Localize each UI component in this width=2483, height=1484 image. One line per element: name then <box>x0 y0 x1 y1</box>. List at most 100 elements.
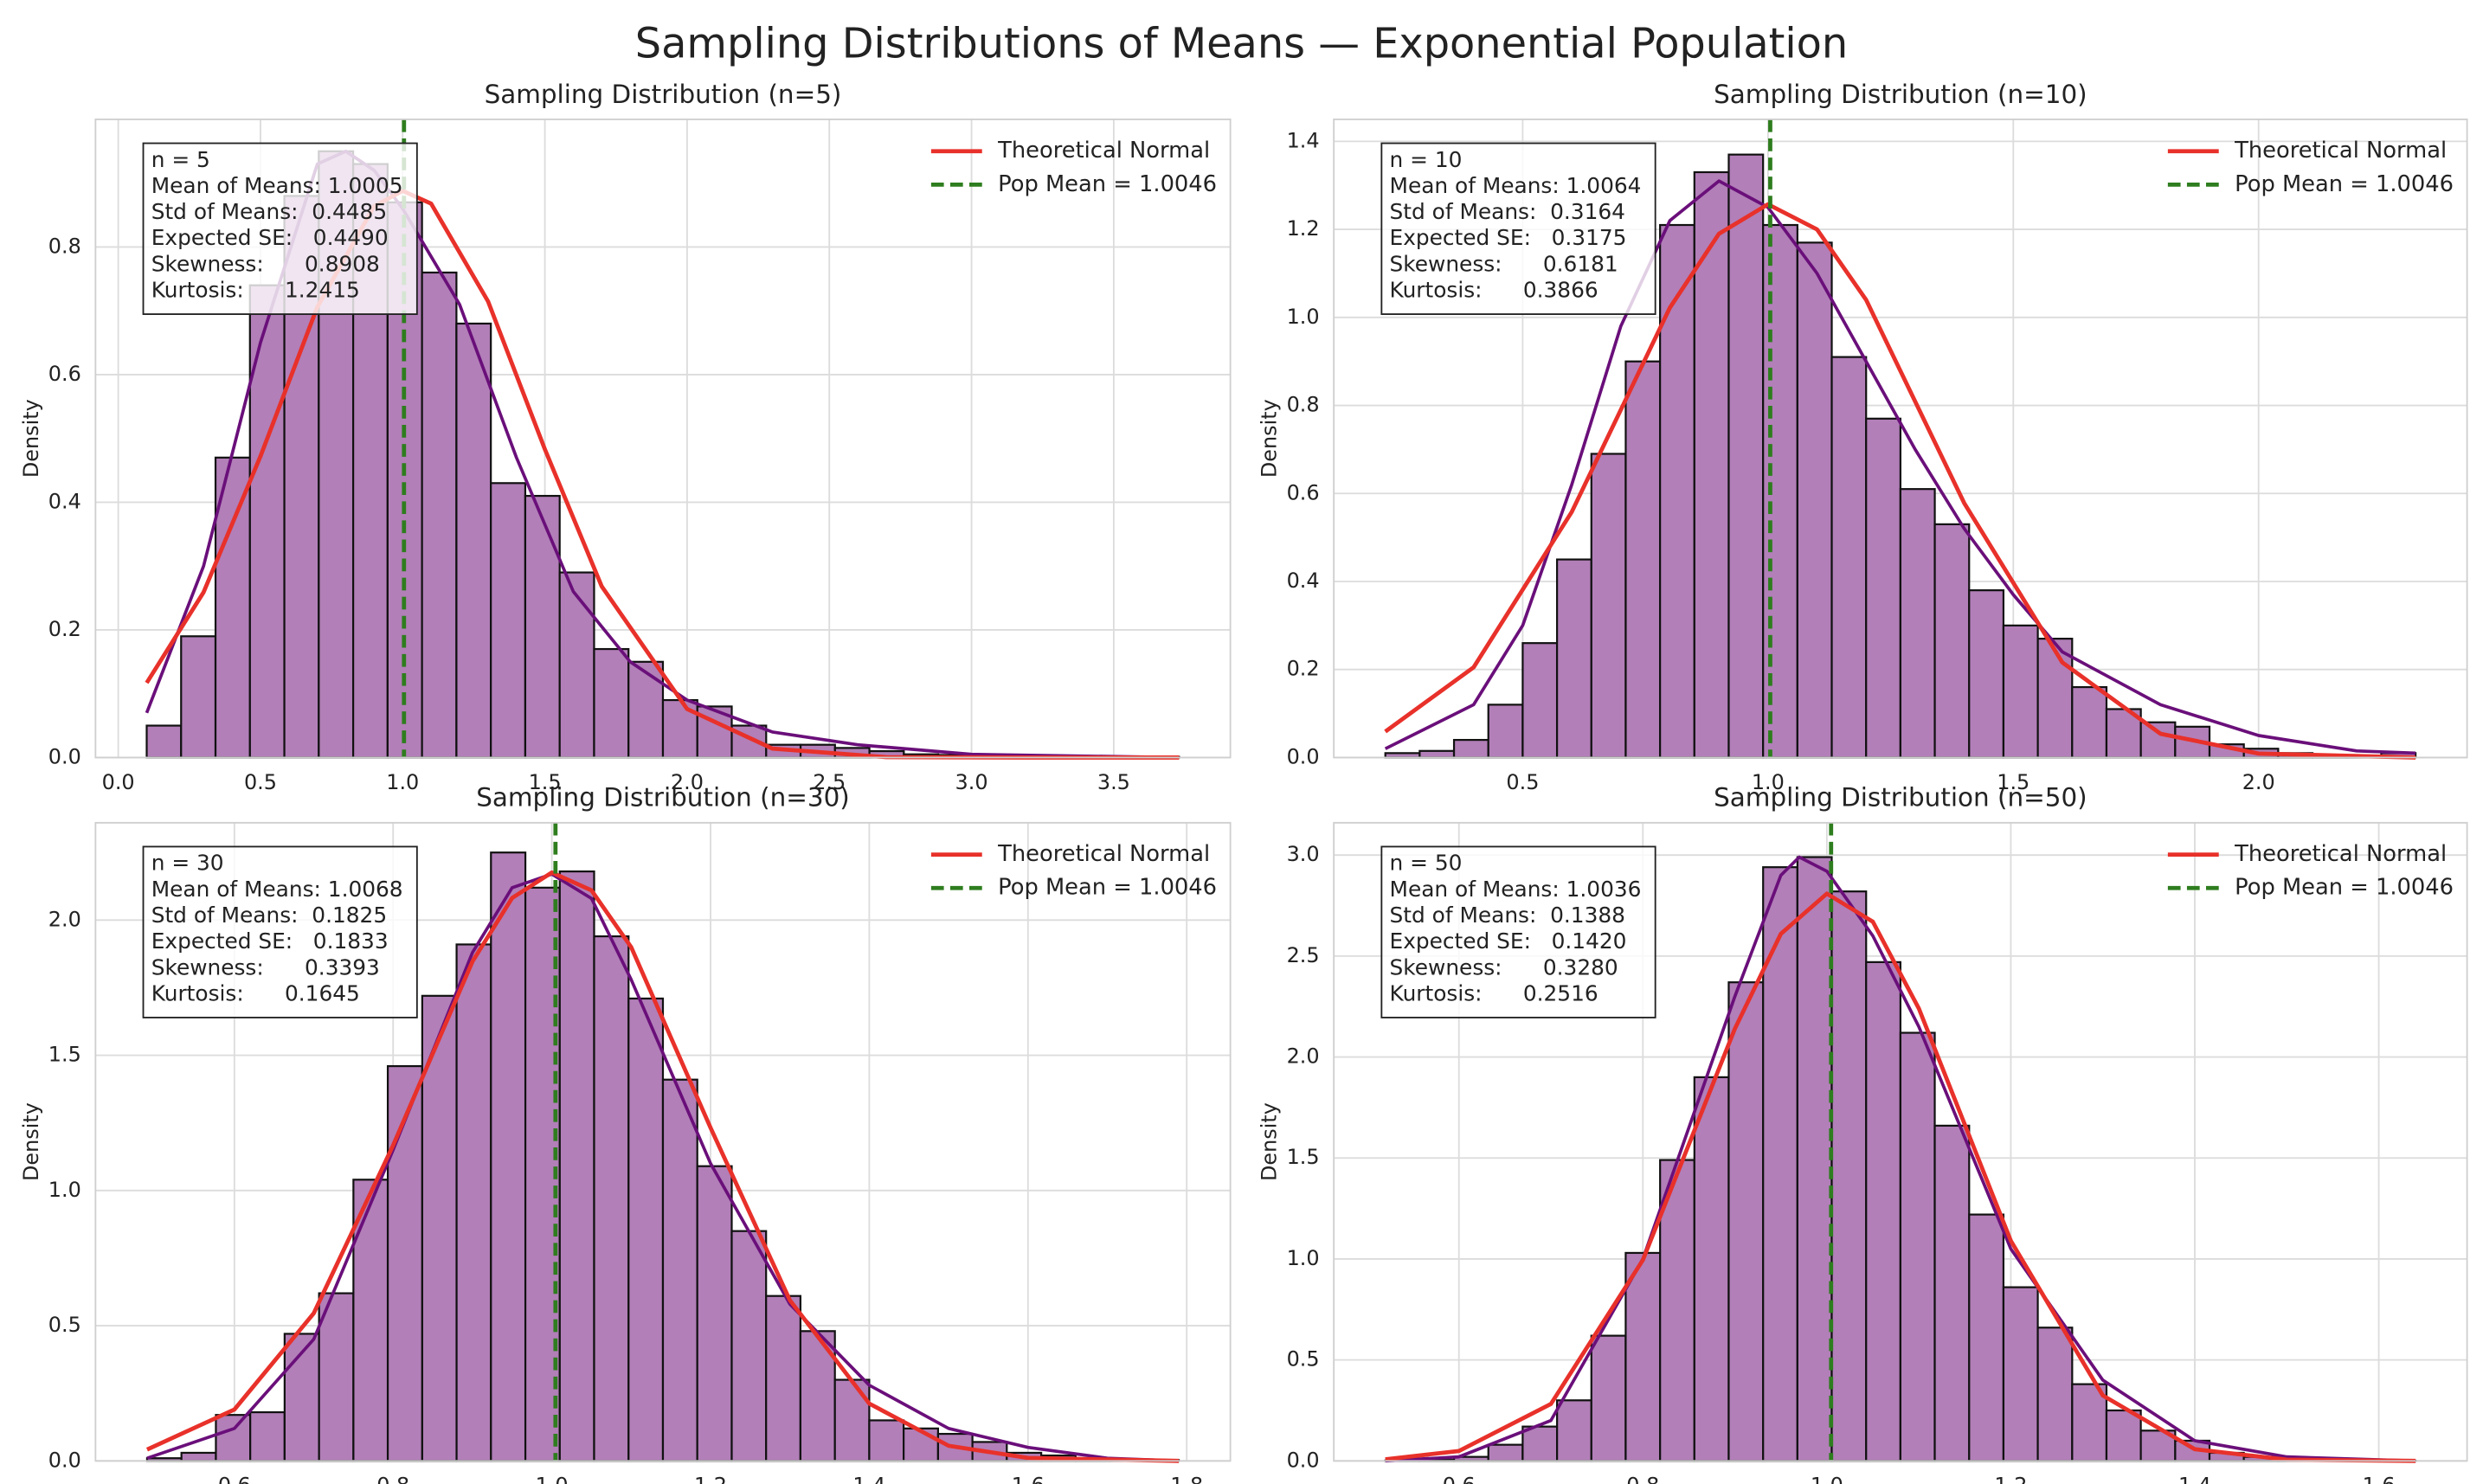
histogram-bar <box>1487 1443 1524 1462</box>
histogram-bar <box>1452 738 1489 759</box>
histogram-bar <box>1487 703 1524 759</box>
x-tick-label: 1.5 <box>529 770 562 794</box>
histogram-bar <box>1624 360 1662 759</box>
x-tick-label: 2.0 <box>671 770 704 794</box>
histogram-bar <box>1727 981 1765 1462</box>
x-tick-label: 1.6 <box>1012 1474 1045 1484</box>
histogram-bar <box>2139 721 2177 759</box>
y-tick-label: 3.0 <box>1287 842 1320 866</box>
stats-text: Std of Means: 0.3164 <box>1390 199 1625 224</box>
histogram-bar <box>1968 589 2005 759</box>
legend-label: Theoretical Normal <box>997 841 1210 867</box>
stats-text: Expected SE: 0.4490 <box>151 225 389 250</box>
y-tick-label: 1.0 <box>48 1178 81 1202</box>
histogram-bar <box>1693 170 1730 759</box>
histogram-bar <box>455 943 492 1462</box>
x-tick-label: 0.6 <box>218 1474 251 1484</box>
histogram-bar <box>661 1078 698 1462</box>
histogram-bar <box>1693 1076 1730 1462</box>
y-axis-label: Density <box>1258 1102 1282 1181</box>
plot-frame <box>1333 821 2468 1462</box>
stats-text: Mean of Means: 1.0064 <box>1390 173 1642 198</box>
histogram-bar <box>524 494 561 759</box>
histogram-bar <box>2071 685 2108 759</box>
histogram-bar <box>730 1230 768 1462</box>
histogram-bar <box>558 571 595 759</box>
stats-text: Expected SE: 0.3175 <box>1390 225 1627 250</box>
stats-text: Kurtosis: 1.2415 <box>151 278 360 303</box>
histogram-bar <box>352 1179 389 1462</box>
histogram-bar <box>1865 960 1901 1462</box>
x-tick-label: 1.8 <box>1170 1474 1203 1484</box>
stats-text: n = 50 <box>1390 851 1463 876</box>
histogram-bar <box>2105 1409 2142 1462</box>
histogram-bar <box>627 660 665 759</box>
stats-text: Mean of Means: 1.0036 <box>1390 877 1642 902</box>
histogram-bar <box>696 1165 733 1462</box>
stats-text: Skewness: 0.3280 <box>1390 954 1618 980</box>
y-tick-label: 0.2 <box>1287 657 1320 681</box>
histogram-bar <box>2002 1286 2039 1462</box>
normal-curve <box>1385 891 2416 1463</box>
x-tick-label: 1.0 <box>1811 1474 1843 1484</box>
x-tick-label: 1.4 <box>852 1474 885 1484</box>
histogram-bar <box>2002 624 2039 759</box>
normal-curve <box>1384 202 2416 760</box>
subplot-title: Sampling Distribution (n=30) <box>476 783 850 813</box>
histogram-bar <box>318 1292 355 1462</box>
legend-label: Theoretical Normal <box>997 138 1210 164</box>
y-tick-label: 1.5 <box>48 1043 81 1067</box>
histogram-bar <box>215 1414 252 1462</box>
y-tick-label: 0.8 <box>48 234 81 258</box>
legend-label: Pop Mean = 1.0046 <box>2235 171 2454 197</box>
normal-curve <box>145 870 1180 1463</box>
legend-label: Theoretical Normal <box>2234 841 2447 867</box>
histogram-bar <box>2036 638 2074 759</box>
stats-text: n = 30 <box>151 851 224 876</box>
y-tick-label: 1.0 <box>1287 1246 1320 1270</box>
histogram-bar <box>248 284 286 759</box>
x-tick-label: 1.5 <box>1997 770 2029 794</box>
histogram-bar <box>765 1294 802 1462</box>
histogram-bar <box>593 647 630 759</box>
y-tick-label: 0.0 <box>1287 744 1320 768</box>
stats-text: Kurtosis: 0.2516 <box>1390 980 1599 1005</box>
y-tick-label: 0.4 <box>1287 569 1320 593</box>
histogram-bar <box>1521 1425 1559 1462</box>
x-tick-label: 0.8 <box>376 1474 409 1484</box>
y-tick-label: 0.5 <box>48 1313 81 1337</box>
histogram-bar <box>1899 1031 1936 1462</box>
subplot-title: Sampling Distribution (n=5) <box>485 80 842 109</box>
y-tick-label: 2.0 <box>1287 1044 1320 1069</box>
histogram-bar <box>1865 417 1901 759</box>
stats-text: Skewness: 0.6181 <box>1390 251 1618 276</box>
y-axis-label: Density <box>19 399 43 478</box>
histogram-bar <box>2036 1327 2074 1462</box>
stats-box <box>142 845 418 1018</box>
histogram-bar <box>1830 890 1868 1462</box>
histogram-bar <box>1968 1213 2005 1462</box>
subplot: 0.0 0.5 1.0 1.5 2.0 2.5 3.0 0.6 0.8 1.0 1.2 1.4 1.6 S… <box>1258 783 2468 1484</box>
stats-text: Kurtosis: 0.3866 <box>1390 278 1599 303</box>
histogram-bar <box>1830 356 1868 759</box>
stats-text: Std of Means: 0.1825 <box>151 903 387 928</box>
histogram-bar <box>214 456 251 759</box>
histogram-bar <box>249 1410 286 1462</box>
y-tick-label: 0.4 <box>48 489 81 513</box>
x-tick-label: 2.5 <box>813 770 846 794</box>
histogram-bar <box>1796 241 1833 759</box>
kde-line <box>146 872 1180 1463</box>
histogram-bar <box>558 870 595 1462</box>
histogram-bar <box>593 935 630 1462</box>
y-tick-label: 0.6 <box>1287 480 1320 504</box>
stats-box <box>1380 845 1656 1018</box>
histogram-bar <box>627 997 665 1462</box>
x-tick-label: 1.4 <box>2178 1474 2211 1484</box>
stats-text: n = 5 <box>151 147 210 172</box>
y-tick-label: 2.0 <box>48 907 81 931</box>
stats-box <box>1380 142 1656 315</box>
y-tick-label: 0.5 <box>1287 1347 1320 1372</box>
subplot: 0.0 0.5 1.0 1.5 2.0 0.6 0.8 1.0 1.2 1.4 1.6 1.8 Samp… <box>19 783 1232 1484</box>
histogram-bar <box>833 1378 871 1462</box>
